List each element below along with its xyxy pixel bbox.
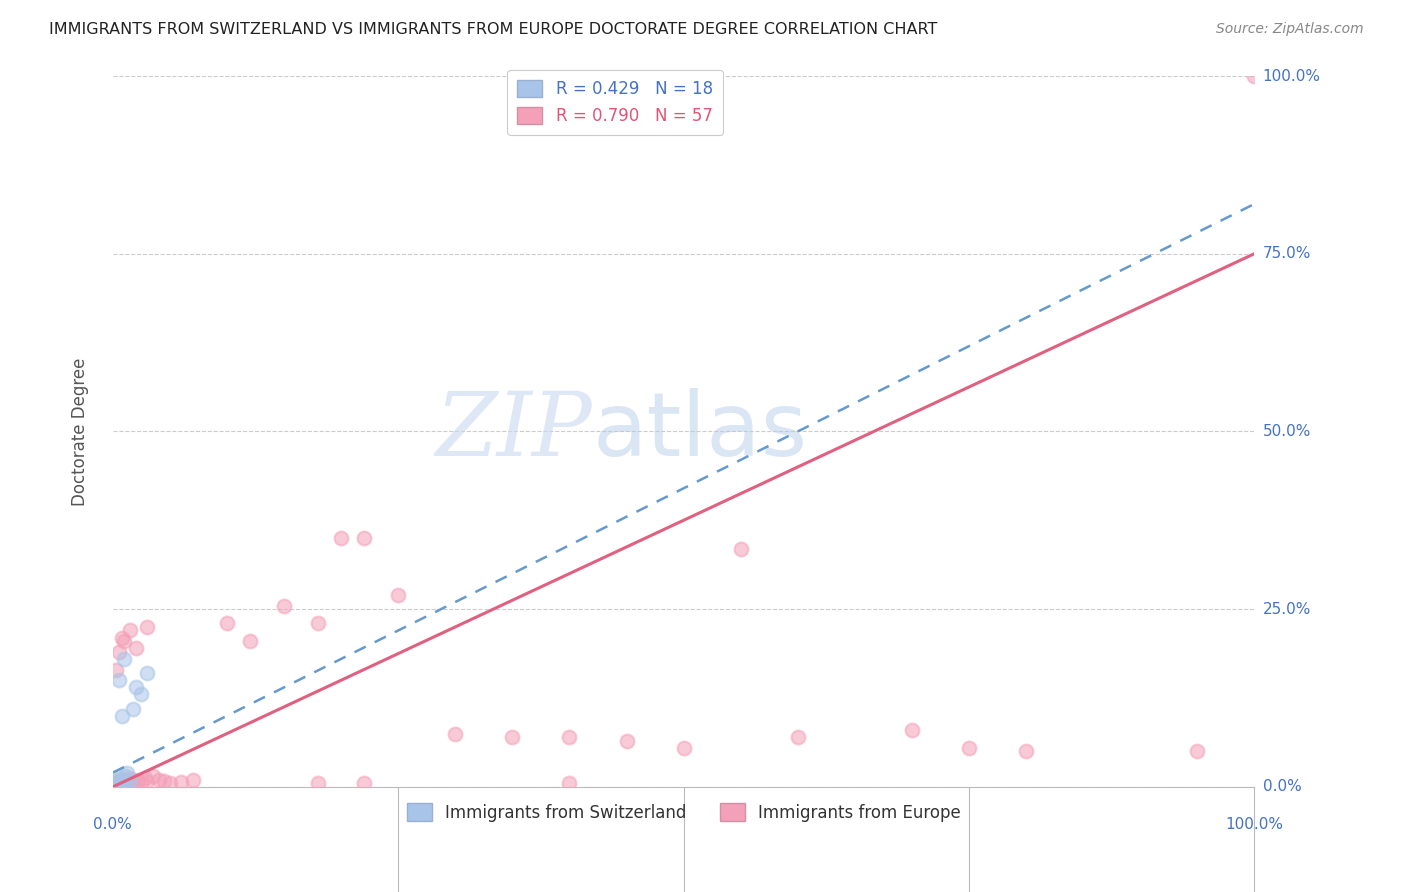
Point bbox=[134, 772, 156, 786]
Point bbox=[136, 666, 159, 681]
Point bbox=[107, 774, 129, 789]
Point bbox=[136, 620, 159, 634]
Point bbox=[159, 776, 181, 790]
Point bbox=[1243, 69, 1265, 83]
Point bbox=[111, 775, 134, 789]
Text: 50.0%: 50.0% bbox=[1263, 424, 1310, 439]
Point bbox=[118, 775, 141, 789]
Text: 25.0%: 25.0% bbox=[1263, 601, 1310, 616]
Point bbox=[121, 776, 143, 790]
Point bbox=[112, 775, 135, 789]
Point bbox=[672, 740, 695, 755]
Point bbox=[125, 641, 148, 656]
Point bbox=[111, 772, 134, 787]
Legend: Immigrants from Switzerland, Immigrants from Europe: Immigrants from Switzerland, Immigrants … bbox=[399, 797, 967, 829]
Point bbox=[112, 778, 135, 792]
Point bbox=[136, 774, 159, 789]
Point bbox=[181, 772, 204, 787]
Point bbox=[104, 778, 127, 792]
Y-axis label: Doctorate Degree: Doctorate Degree bbox=[72, 357, 89, 506]
Text: 0.0%: 0.0% bbox=[93, 817, 132, 832]
Point bbox=[122, 775, 145, 789]
Point bbox=[107, 777, 129, 791]
Point bbox=[444, 726, 467, 740]
Point bbox=[558, 730, 581, 744]
Point bbox=[616, 733, 638, 747]
Point bbox=[108, 775, 131, 789]
Point bbox=[114, 776, 136, 790]
Point bbox=[114, 769, 136, 783]
Point bbox=[215, 616, 238, 631]
Point bbox=[131, 776, 153, 790]
Point bbox=[118, 774, 141, 789]
Point bbox=[273, 599, 295, 613]
Point bbox=[353, 531, 375, 545]
Point bbox=[730, 541, 752, 556]
Point bbox=[117, 777, 139, 791]
Point bbox=[901, 723, 924, 737]
Point bbox=[122, 701, 145, 715]
Point bbox=[957, 740, 980, 755]
Point bbox=[558, 776, 581, 790]
Text: 0.0%: 0.0% bbox=[1263, 780, 1302, 795]
Point bbox=[111, 708, 134, 723]
Point bbox=[107, 774, 129, 789]
Point bbox=[307, 616, 329, 631]
Point bbox=[125, 774, 148, 789]
Text: IMMIGRANTS FROM SWITZERLAND VS IMMIGRANTS FROM EUROPE DOCTORATE DEGREE CORRELATI: IMMIGRANTS FROM SWITZERLAND VS IMMIGRANT… bbox=[49, 22, 938, 37]
Point bbox=[112, 634, 135, 648]
Point bbox=[107, 645, 129, 659]
Point bbox=[1015, 744, 1038, 758]
Point bbox=[120, 773, 142, 788]
Point bbox=[330, 531, 353, 545]
Text: ZIP: ZIP bbox=[436, 388, 592, 475]
Point bbox=[1187, 744, 1209, 758]
Point bbox=[112, 777, 135, 791]
Point bbox=[110, 776, 132, 790]
Point bbox=[353, 776, 375, 790]
Point bbox=[108, 778, 131, 792]
Point bbox=[111, 631, 134, 645]
Point bbox=[170, 775, 193, 789]
Text: 100.0%: 100.0% bbox=[1263, 69, 1320, 84]
Point bbox=[112, 652, 135, 666]
Point bbox=[125, 681, 148, 695]
Point bbox=[105, 776, 128, 790]
Point bbox=[387, 588, 409, 602]
Text: 75.0%: 75.0% bbox=[1263, 246, 1310, 261]
Point bbox=[239, 634, 262, 648]
Point bbox=[118, 624, 141, 638]
Point bbox=[148, 772, 170, 787]
Point bbox=[307, 776, 329, 790]
Point bbox=[118, 772, 141, 786]
Point bbox=[127, 772, 149, 787]
Point bbox=[107, 772, 129, 786]
Point bbox=[115, 765, 138, 780]
Text: Source: ZipAtlas.com: Source: ZipAtlas.com bbox=[1216, 22, 1364, 37]
Point bbox=[131, 688, 153, 702]
Point bbox=[153, 774, 176, 789]
Point bbox=[142, 769, 165, 783]
Point bbox=[110, 776, 132, 790]
Point bbox=[112, 772, 135, 787]
Point bbox=[105, 663, 128, 677]
Point bbox=[501, 730, 523, 744]
Text: 100.0%: 100.0% bbox=[1226, 817, 1284, 832]
Point bbox=[105, 776, 128, 790]
Text: atlas: atlas bbox=[592, 388, 807, 475]
Point bbox=[107, 673, 129, 688]
Point bbox=[115, 774, 138, 789]
Point bbox=[786, 730, 808, 744]
